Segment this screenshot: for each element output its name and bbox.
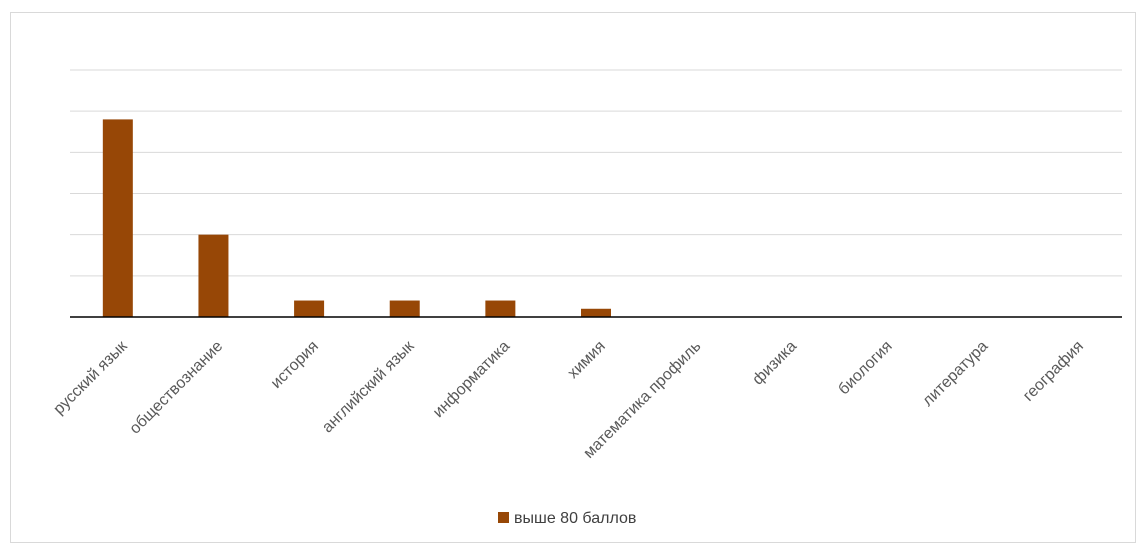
x-tick-label: география [1020, 338, 1087, 405]
x-tick-label: английский язык [319, 337, 418, 436]
x-tick-label: химия [565, 338, 609, 382]
gridlines [70, 69, 1122, 277]
bar [198, 234, 229, 317]
bars [102, 119, 611, 318]
x-tick-label: литература [919, 338, 991, 410]
bar [581, 308, 611, 317]
bar [102, 119, 133, 318]
legend: выше 80 баллов [498, 510, 636, 527]
x-tick-label: физика [749, 338, 800, 389]
legend-swatch [498, 512, 509, 523]
x-tick-label: русский язык [50, 337, 131, 418]
bar [389, 300, 420, 317]
chart-frame [10, 12, 1136, 543]
x-tick-label: биология [835, 338, 895, 398]
x-tick-label: история [268, 338, 322, 392]
legend-label: выше 80 баллов [514, 510, 636, 527]
bar [294, 300, 325, 317]
x-tick-label: обществознание [127, 338, 227, 438]
x-tick-label: информатика [430, 338, 513, 421]
bar [485, 300, 516, 317]
